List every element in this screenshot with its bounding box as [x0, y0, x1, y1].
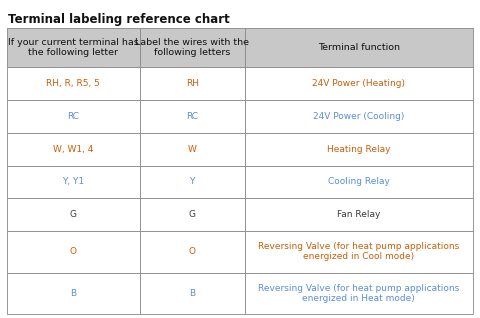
Bar: [245, 28, 473, 67]
Text: Terminal labeling reference chart: Terminal labeling reference chart: [8, 13, 230, 26]
Text: If your current terminal has
the following letter: If your current terminal has the followi…: [8, 38, 139, 57]
Bar: [245, 198, 473, 231]
Bar: [7, 231, 140, 273]
Text: 24V Power (Heating): 24V Power (Heating): [312, 79, 405, 88]
Bar: [245, 67, 473, 100]
Bar: [140, 28, 245, 67]
Bar: [245, 166, 473, 198]
Bar: [7, 133, 140, 166]
Bar: [7, 100, 140, 133]
Text: 24V Power (Cooling): 24V Power (Cooling): [313, 112, 405, 121]
Text: Y: Y: [190, 177, 195, 186]
Text: O: O: [70, 247, 77, 256]
Bar: [245, 273, 473, 314]
Bar: [140, 273, 245, 314]
Text: RC: RC: [186, 112, 198, 121]
Text: Reversing Valve (for heat pump applications
energized in Cool mode): Reversing Valve (for heat pump applicati…: [258, 242, 459, 261]
Bar: [7, 166, 140, 198]
Text: Label the wires with the
following letters: Label the wires with the following lette…: [135, 38, 249, 57]
Bar: [140, 231, 245, 273]
Text: W: W: [188, 145, 197, 154]
Text: RH, R, R5, 5: RH, R, R5, 5: [47, 79, 100, 88]
Text: B: B: [189, 289, 195, 298]
Text: O: O: [189, 247, 196, 256]
Bar: [7, 28, 140, 67]
Text: Fan Relay: Fan Relay: [337, 210, 381, 219]
Text: Heating Relay: Heating Relay: [327, 145, 391, 154]
Text: Cooling Relay: Cooling Relay: [328, 177, 390, 186]
Text: W, W1, 4: W, W1, 4: [53, 145, 94, 154]
Bar: [140, 67, 245, 100]
Text: RC: RC: [67, 112, 79, 121]
Bar: [140, 100, 245, 133]
Text: Terminal function: Terminal function: [318, 43, 400, 52]
Text: B: B: [71, 289, 76, 298]
Text: RH: RH: [186, 79, 199, 88]
Text: Y, Y1: Y, Y1: [62, 177, 84, 186]
Text: G: G: [189, 210, 196, 219]
Bar: [140, 166, 245, 198]
Text: G: G: [70, 210, 77, 219]
Bar: [7, 198, 140, 231]
Bar: [7, 67, 140, 100]
Bar: [140, 198, 245, 231]
Bar: [140, 133, 245, 166]
Text: Reversing Valve (for heat pump applications
energized in Heat mode): Reversing Valve (for heat pump applicati…: [258, 284, 459, 303]
Bar: [245, 231, 473, 273]
Bar: [245, 133, 473, 166]
Bar: [245, 100, 473, 133]
Bar: [7, 273, 140, 314]
